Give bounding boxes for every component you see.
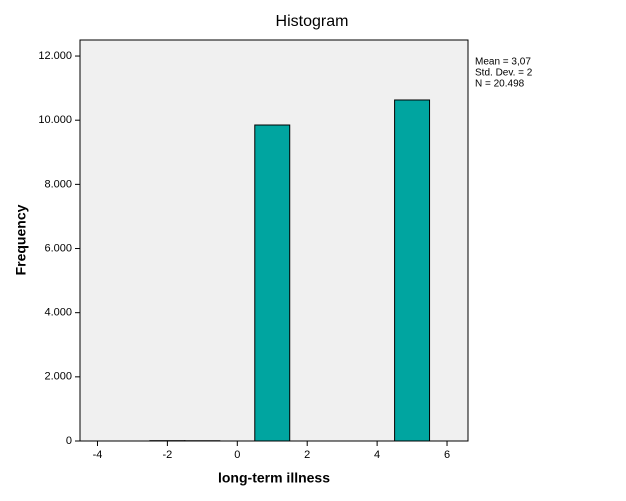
annotation: N = 20.498 <box>475 79 525 90</box>
x-tick-label: -2 <box>162 449 172 461</box>
y-tick-label: 0 <box>66 435 72 447</box>
y-axis-title: Frequency <box>13 204 29 275</box>
y-tick-label: 8.000 <box>44 178 72 190</box>
bar <box>394 99 431 442</box>
x-tick-label: 0 <box>234 449 240 461</box>
x-tick-label: -4 <box>93 449 103 461</box>
y-tick-label: 10.000 <box>38 114 72 126</box>
y-tick-label: 6.000 <box>44 242 72 254</box>
chart-title: Histogram <box>276 13 349 30</box>
x-axis-title: long-term illness <box>218 470 330 486</box>
annotation: Std. Dev. = 2 <box>475 68 533 79</box>
y-tick-label: 12.000 <box>38 50 72 62</box>
x-tick-label: 2 <box>304 449 310 461</box>
y-tick-label: 4.000 <box>44 307 72 319</box>
annotation: Mean = 3,07 <box>475 57 531 68</box>
x-tick-label: 4 <box>374 449 380 461</box>
y-tick-label: 2.000 <box>44 371 72 383</box>
x-tick-label: 6 <box>444 449 450 461</box>
bar <box>254 124 291 442</box>
